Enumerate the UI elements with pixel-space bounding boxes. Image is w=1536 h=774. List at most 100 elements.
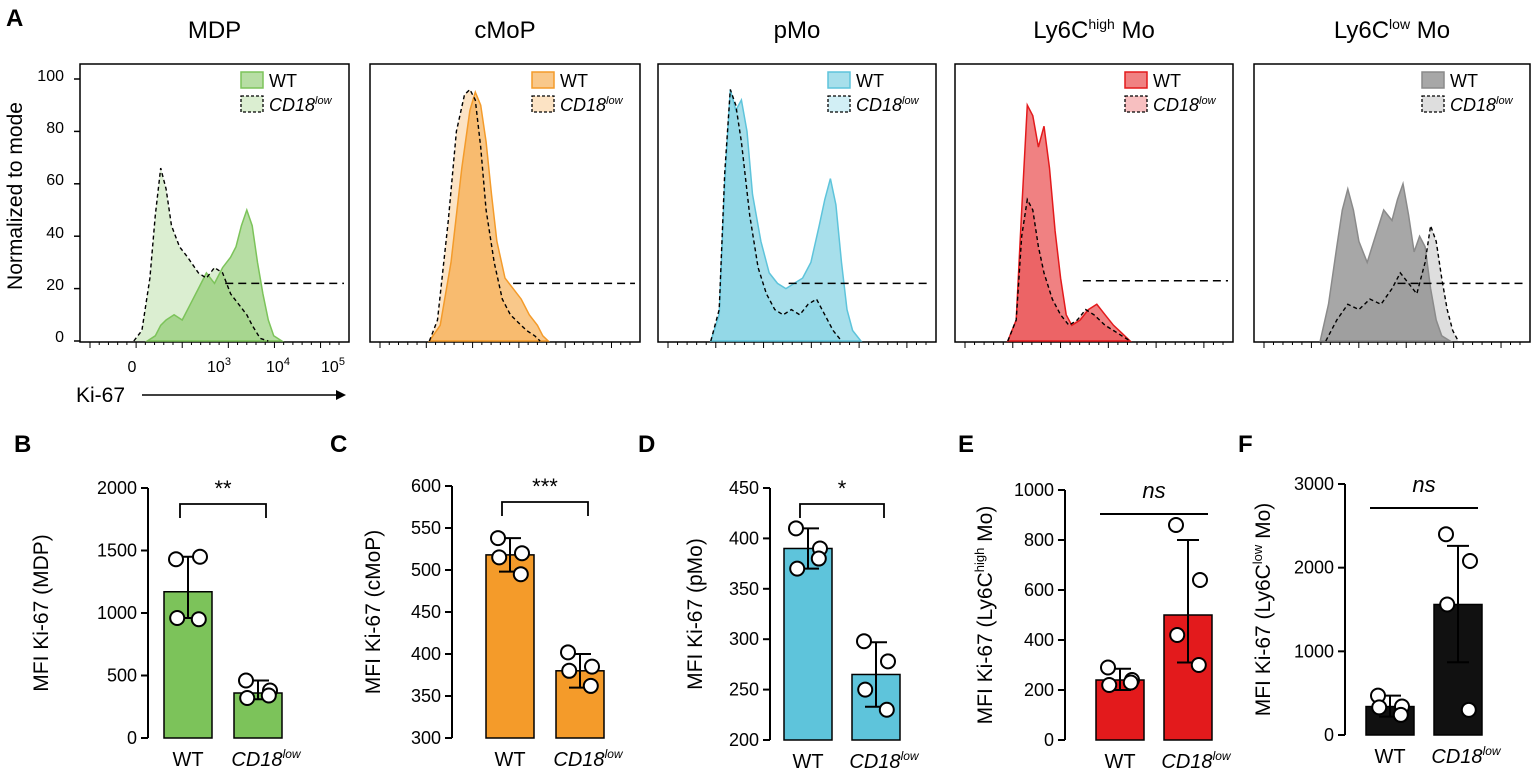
category-label: CD18low: [553, 747, 623, 771]
category-label: WT: [494, 749, 525, 771]
histogram-title: Ly6Chigh Mo: [1033, 16, 1155, 44]
histogram-frame: [79, 63, 350, 343]
data-point: [1460, 701, 1477, 718]
histogram-title-text: cMoP: [474, 17, 535, 44]
data-point: [192, 548, 208, 565]
data-point: [1169, 627, 1186, 643]
data-point: [239, 690, 256, 706]
y-axis-label: MFI Ki-67 (pMo): [684, 538, 707, 690]
category-label: CD18low: [1161, 749, 1231, 773]
y-tick-label: 600: [411, 476, 441, 496]
y-tick-label: 450: [411, 602, 441, 622]
legend-label-cd18-sup: low: [1199, 95, 1217, 107]
legend-swatch-wt: [531, 71, 555, 89]
y-axis-label-text: MFI Ki-67 (cMoP): [362, 530, 385, 695]
data-point: [1101, 677, 1118, 693]
histogram-y-tick: 100: [37, 68, 64, 85]
y-axis-label-sup: high: [972, 548, 987, 573]
category-label-text: CD18: [231, 749, 282, 771]
panel-letter-f: F: [1238, 431, 1253, 458]
legend-swatch-wt: [1421, 71, 1445, 89]
bar-chart-b: 0 500 1000 1500 2000 MFI Ki-67 (MDP) WT CD18low…: [30, 476, 302, 771]
y-tick-label: 600: [1024, 580, 1054, 600]
legend-swatch-cd18: [531, 95, 555, 113]
bar-wt: [485, 554, 535, 739]
histogram-title-text: pMo: [774, 17, 821, 44]
legend-label-wt: WT: [269, 71, 297, 91]
histogram-y-ticks: 0 20 40 60 80 100: [37, 68, 64, 346]
histogram-y-tick: 0: [55, 329, 64, 346]
legend-label-cd18: CD18low: [1153, 95, 1217, 115]
category-label-text: WT: [1104, 751, 1135, 773]
y-tick-label: 400: [1024, 630, 1054, 650]
data-point: [857, 681, 874, 698]
category-label-text: WT: [792, 751, 823, 773]
data-point: [584, 658, 600, 675]
y-axis-label-sup: low: [1250, 544, 1265, 564]
data-point: [788, 520, 804, 537]
data-point: [1192, 572, 1208, 588]
legend-label-cd18: CD18low: [1450, 95, 1514, 115]
y-tick-label: 3000: [1294, 474, 1334, 494]
data-point: [1392, 706, 1409, 723]
y-tick-label: 2000: [97, 478, 137, 498]
y-tick-label: 1000: [1014, 480, 1054, 500]
significance-label: **: [214, 476, 232, 501]
histogram-title-text: Ly6C: [1334, 17, 1389, 44]
y-tick-label: 350: [729, 579, 759, 599]
significance-bracket: [501, 501, 589, 516]
histogram-y-tick: 40: [46, 225, 64, 242]
wt-histogram: [427, 89, 551, 342]
category-label: WT: [792, 751, 823, 773]
histogram-title-suffix: Mo: [1115, 17, 1155, 44]
y-axis-label-suffix: Mo): [1252, 503, 1275, 545]
y-tick-label: 500: [107, 666, 137, 686]
histogram-frame: [954, 63, 1234, 343]
cd18-histogram-outline: [133, 167, 269, 342]
legend-label-wt: WT: [856, 71, 884, 91]
data-point: [512, 566, 529, 583]
data-point: [1462, 552, 1478, 569]
category-label-text: WT: [1374, 746, 1405, 768]
category-label-text: CD18: [1161, 751, 1212, 773]
significance-bracket: [179, 503, 267, 518]
panel-letter-c: C: [330, 431, 347, 458]
histogram-title-sup: low: [1389, 16, 1411, 32]
significance-label: *: [838, 476, 847, 501]
wt-histogram: [709, 89, 863, 342]
significance-label: ns: [1412, 472, 1435, 497]
histogram-x-tick: 0: [128, 359, 137, 376]
category-label: CD18low: [849, 749, 919, 773]
category-label: WT: [1104, 751, 1135, 773]
data-point: [238, 672, 254, 689]
y-tick-label: 0: [1324, 725, 1334, 745]
y-tick-label: 1500: [97, 541, 137, 561]
histogram-panel-cmop: cMoP WT CD18low: [369, 17, 641, 348]
data-point: [856, 633, 872, 650]
data-point: [560, 644, 576, 661]
legend-label-cd18-text: CD18: [1153, 95, 1199, 115]
significance-label: ***: [532, 474, 558, 499]
x-axis-arrow: [142, 390, 346, 400]
bar-chart-e: 0 200 400 600 800 1000 MFI Ki-67 (Ly6Chigh Mo)…: [972, 478, 1232, 773]
y-tick-label: 300: [411, 728, 441, 748]
category-label-sup: low: [1213, 749, 1232, 763]
category-label-text: CD18: [1431, 746, 1482, 768]
data-point: [1100, 659, 1116, 676]
data-point: [260, 687, 277, 704]
legend-label-cd18-text: CD18: [856, 95, 902, 115]
cd18-histogram-outline: [1325, 225, 1459, 342]
category-label-sup: low: [605, 747, 624, 761]
category-label-text: CD18: [553, 749, 604, 771]
y-tick-label: 1000: [97, 603, 137, 623]
legend-swatch-wt: [240, 71, 264, 89]
y-axis-label-text: MFI Ki-67 (Ly6C: [1252, 564, 1275, 716]
histogram-frame: [1253, 63, 1531, 343]
data-point: [789, 560, 806, 577]
histogram-title-suffix: Mo: [1410, 17, 1450, 44]
y-axis-label-text: MFI Ki-67 (Ly6C: [974, 572, 997, 724]
legend-swatch-cd18: [1124, 95, 1148, 113]
category-label-sup: low: [1483, 744, 1502, 758]
cd18-histogram-outline: [710, 89, 843, 342]
